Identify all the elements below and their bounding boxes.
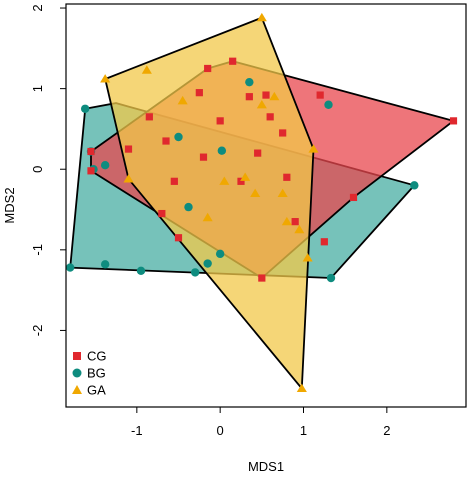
legend-item-ga: GA <box>72 383 106 398</box>
legend-marker-ga <box>72 385 82 394</box>
legend-marker-cg <box>73 352 81 360</box>
y-axis-label: MDS2 <box>2 187 17 223</box>
hull-ga <box>104 16 315 391</box>
point-ga-16 <box>302 253 313 262</box>
point-ga-5 <box>141 65 152 74</box>
y-tick-label: 0 <box>30 166 45 173</box>
point-cg-14 <box>145 113 153 121</box>
legend: CG BG GA <box>72 349 107 398</box>
hulls-layer <box>69 16 456 391</box>
point-bg-8 <box>217 146 227 155</box>
x-tick-label: 2 <box>383 423 390 438</box>
point-cg-5 <box>87 167 95 175</box>
point-ga-3 <box>296 383 307 393</box>
axes-layer: -1 0 1 2 -2 -1 0 1 2 <box>30 3 467 438</box>
point-cg-9 <box>262 91 270 99</box>
point-ga-11 <box>294 224 305 234</box>
point-cg-22 <box>174 234 183 242</box>
point-cg-3 <box>349 193 358 202</box>
point-bg-7 <box>215 249 225 259</box>
point-cg-7 <box>195 89 203 97</box>
point-ga-13 <box>202 212 213 222</box>
y-tick-label: -2 <box>30 325 45 337</box>
point-cg-0 <box>204 64 212 73</box>
point-ga-15 <box>269 91 280 101</box>
point-ga-9 <box>277 188 288 198</box>
point-cg-25 <box>216 117 224 125</box>
point-cg-16 <box>170 177 178 185</box>
point-ga-0 <box>100 74 111 83</box>
point-cg-15 <box>162 137 170 145</box>
legend-item-cg: CG <box>73 349 107 364</box>
point-cg-17 <box>158 209 166 218</box>
point-cg-18 <box>237 177 245 185</box>
point-ga-7 <box>219 176 230 185</box>
x-axis-label: MDS1 <box>248 459 284 474</box>
point-ga-10 <box>281 216 292 226</box>
point-cg-4 <box>258 274 266 282</box>
point-cg-24 <box>320 238 328 246</box>
point-bg-6 <box>203 259 212 268</box>
points-layer <box>65 12 458 393</box>
y-tick-label: 1 <box>30 85 45 92</box>
y-tick-label: 2 <box>30 4 45 11</box>
point-ga-12 <box>240 172 251 181</box>
point-bg-0 <box>80 104 90 113</box>
point-ga-6 <box>177 95 188 105</box>
y-tick-label: -1 <box>30 244 45 256</box>
point-cg-20 <box>199 153 208 161</box>
point-cg-8 <box>245 93 253 101</box>
x-tick-label: 1 <box>300 423 307 438</box>
point-ga-4 <box>123 174 134 183</box>
point-ga-2 <box>308 144 319 153</box>
point-bg-15 <box>100 161 110 170</box>
point-ga-14 <box>256 99 267 109</box>
point-bg-5 <box>190 268 200 277</box>
point-cg-6 <box>87 147 95 156</box>
point-cg-1 <box>229 57 237 65</box>
point-bg-11 <box>324 100 333 109</box>
legend-item-bg: BG <box>72 366 106 381</box>
point-ga-1 <box>256 12 267 22</box>
point-bg-14 <box>65 263 75 272</box>
point-bg-16 <box>174 132 183 142</box>
point-cg-10 <box>316 91 324 99</box>
point-cg-21 <box>254 149 262 157</box>
x-tick-label: 0 <box>217 423 224 438</box>
point-bg-10 <box>184 202 193 212</box>
point-bg-12 <box>410 181 419 190</box>
point-cg-13 <box>124 145 133 153</box>
legend-label-ga: GA <box>87 383 106 398</box>
point-bg-4 <box>136 266 146 275</box>
point-cg-23 <box>291 218 299 226</box>
point-cg-2 <box>449 117 458 125</box>
plot-frame <box>65 3 467 408</box>
point-bg-13 <box>326 273 336 283</box>
point-cg-12 <box>279 129 287 137</box>
legend-label-bg: BG <box>87 366 106 381</box>
point-ga-8 <box>250 188 261 198</box>
x-tick-label: -1 <box>131 423 143 438</box>
point-cg-19 <box>283 173 291 181</box>
point-cg-11 <box>266 113 274 121</box>
legend-marker-bg <box>72 368 82 378</box>
point-bg-9 <box>245 77 254 87</box>
point-bg-3 <box>100 260 110 269</box>
legend-label-cg: CG <box>87 349 107 364</box>
